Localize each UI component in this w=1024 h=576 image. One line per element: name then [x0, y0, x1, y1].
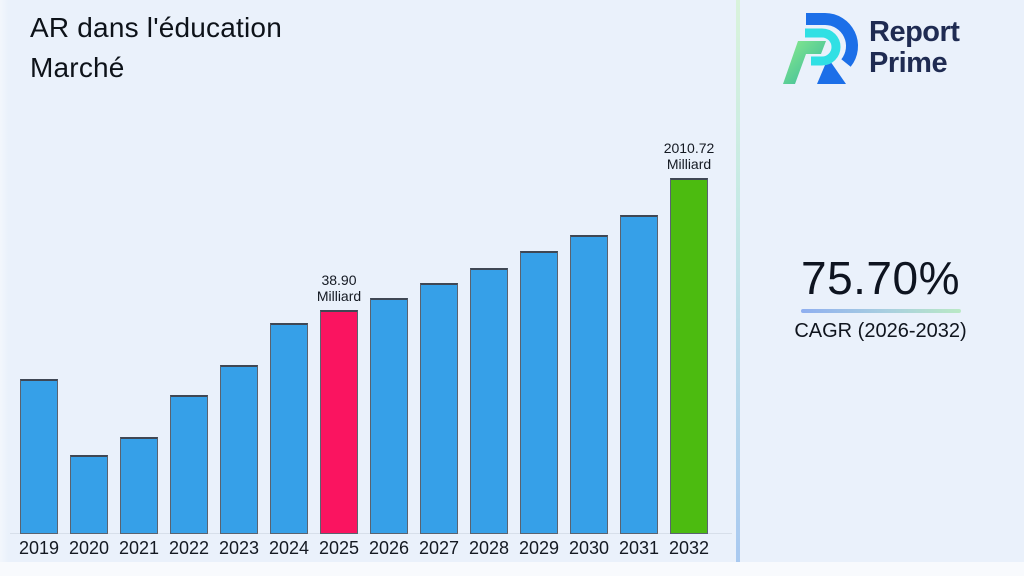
x-axis-label-2019: 2019 [18, 538, 60, 558]
x-axis-label-2027: 2027 [418, 538, 460, 558]
brand-name: Report Prime [869, 16, 960, 79]
x-axis-label-2022: 2022 [168, 538, 210, 558]
bar-2021 [120, 437, 158, 534]
x-axis-label-2024: 2024 [268, 538, 310, 558]
cagr-underline [800, 309, 961, 313]
bar-cell-2028: 2028 [468, 135, 510, 558]
page-title-line2: Marché [30, 52, 125, 83]
kpi-panel: 75.70% CAGR (2026-2032) [737, 255, 1024, 342]
page-title: AR dans l'éducation Marché [30, 8, 282, 88]
bar-chart: 2019 2020 2021 2022 2023 2024 38.90 Milliard 202… [10, 135, 732, 558]
x-axis-label-2032: 2032 [668, 538, 710, 558]
bar-cell-2024: 2024 [268, 135, 310, 558]
bar-2023 [220, 365, 258, 534]
bar-2028 [470, 268, 508, 534]
bar-cell-2032: 2010.72 Milliard 2032 [664, 135, 715, 558]
x-axis-label-2023: 2023 [218, 538, 260, 558]
bar-2019 [20, 379, 58, 534]
bar-cell-2025: 38.90 Milliard 2025 [316, 135, 362, 558]
bar-2032 [670, 178, 708, 534]
bar-2027 [420, 283, 458, 534]
bar-2022 [170, 395, 208, 534]
bar-cell-2029: 2029 [518, 135, 560, 558]
bar-cell-2023: 2023 [218, 135, 260, 558]
bar-2031 [620, 215, 658, 534]
bar-cell-2026: 2026 [368, 135, 410, 558]
x-axis-label-2029: 2029 [518, 538, 560, 558]
bar-cell-2030: 2030 [568, 135, 610, 558]
bar-cell-2021: 2021 [118, 135, 160, 558]
brand-name-line1: Report [869, 16, 960, 48]
bar-2030 [570, 235, 608, 534]
bar-cell-2019: 2019 [18, 135, 60, 558]
x-axis-label-2020: 2020 [68, 538, 110, 558]
bar-cell-2020: 2020 [68, 135, 110, 558]
panel-divider [736, 0, 740, 576]
brand-logo: Report Prime [779, 8, 960, 88]
cagr-label: CAGR (2026-2032) [794, 320, 967, 342]
x-axis-label-2031: 2031 [618, 538, 660, 558]
bar-2025 [320, 310, 358, 534]
x-axis-label-2021: 2021 [118, 538, 160, 558]
bar-2024 [270, 323, 308, 534]
bar-cell-2027: 2027 [418, 135, 460, 558]
brand-name-line2: Prime [869, 47, 948, 79]
x-axis-label-2025: 2025 [318, 538, 360, 558]
report-prime-logo-icon [783, 13, 858, 84]
bar-cell-2031: 2031 [618, 135, 660, 558]
bottom-strip [0, 562, 1024, 576]
x-axis-label-2026: 2026 [368, 538, 410, 558]
bar-2020 [70, 455, 108, 534]
page-title-line1: AR dans l'éducation [30, 12, 282, 43]
bar-value-label-2032: 2010.72 Milliard [663, 140, 715, 172]
cagr-value: 75.70% [800, 252, 960, 304]
bar-cell-2022: 2022 [168, 135, 210, 558]
bar-2029 [520, 251, 558, 534]
bar-2026 [370, 298, 408, 534]
bar-value-label-2025: 38.90 Milliard [316, 272, 362, 304]
x-axis-label-2028: 2028 [468, 538, 510, 558]
x-axis-label-2030: 2030 [568, 538, 610, 558]
